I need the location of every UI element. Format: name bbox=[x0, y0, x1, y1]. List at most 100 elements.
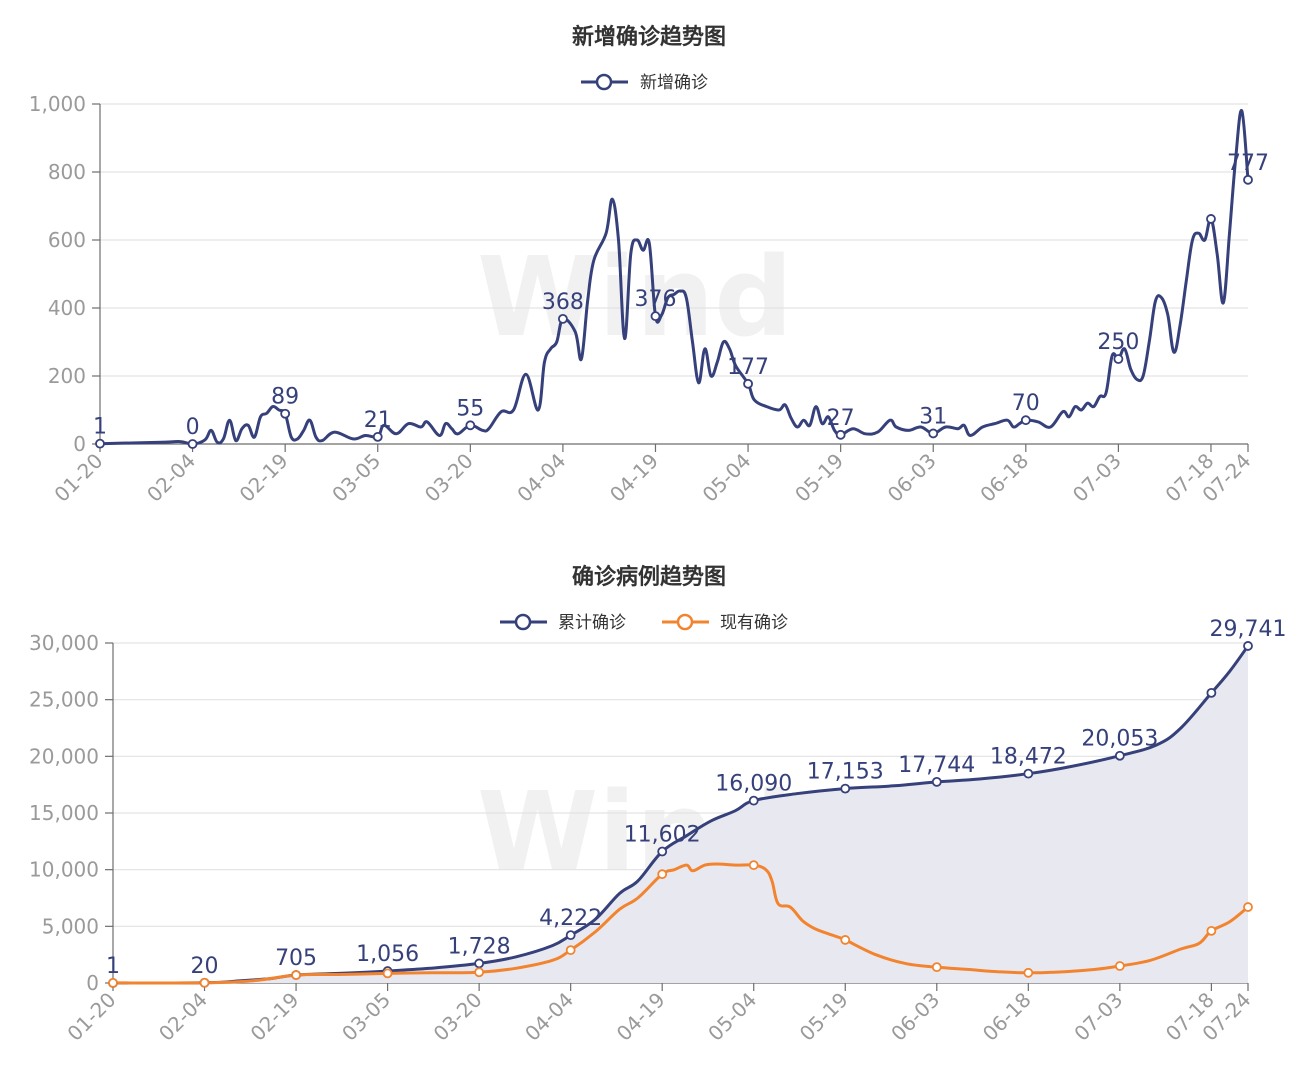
x-tick-label: 06-03 bbox=[886, 988, 944, 1046]
data-point[interactable] bbox=[1020, 415, 1031, 426]
data-label: 89 bbox=[271, 385, 299, 410]
legend-label-cumulative: 累计确诊 bbox=[558, 613, 626, 633]
legend-marker-cumulative bbox=[514, 613, 532, 631]
legend-label-current: 现有确诊 bbox=[720, 613, 788, 633]
data-label: 29,741 bbox=[1210, 617, 1287, 642]
data-point[interactable] bbox=[840, 935, 851, 945]
legend-marker-daily bbox=[595, 73, 613, 91]
data-point[interactable] bbox=[928, 428, 939, 439]
x-tick-label: 04-04 bbox=[512, 449, 570, 507]
data-label: 1,056 bbox=[356, 942, 419, 967]
data-label: 16,090 bbox=[715, 772, 792, 797]
y-tick-label: 200 bbox=[48, 364, 86, 388]
x-tick-label: 03-20 bbox=[420, 449, 478, 507]
data-point[interactable] bbox=[931, 777, 942, 787]
data-point[interactable] bbox=[558, 313, 568, 324]
data-point[interactable] bbox=[1114, 750, 1125, 761]
data-point[interactable] bbox=[1243, 174, 1253, 185]
x-tick-label: 04-19 bbox=[612, 988, 670, 1046]
data-point[interactable] bbox=[657, 846, 668, 857]
data-point[interactable] bbox=[187, 439, 198, 449]
data-point[interactable] bbox=[372, 431, 383, 442]
data-label: 21 bbox=[364, 408, 392, 433]
x-tick-label: 02-04 bbox=[142, 449, 200, 507]
data-point[interactable] bbox=[465, 420, 476, 431]
data-point[interactable] bbox=[835, 429, 846, 440]
chart2-title: 确诊病例趋势图 bbox=[572, 564, 726, 590]
chart1-title: 新增确诊趋势图 bbox=[572, 24, 726, 50]
data-point[interactable] bbox=[1243, 641, 1253, 651]
data-point[interactable] bbox=[840, 783, 851, 794]
chart1-x-axis: 01-20 02-04 02-19 03-05 03-20 04-04 04-19 05-04… bbox=[49, 443, 1256, 507]
data-label: 1 bbox=[93, 415, 107, 440]
chart2-series bbox=[108, 641, 1253, 988]
x-tick-label: 05-19 bbox=[795, 988, 853, 1046]
legend-label-daily: 新增确诊 bbox=[640, 73, 708, 93]
x-tick-label: 06-18 bbox=[975, 449, 1033, 507]
data-point[interactable] bbox=[1243, 902, 1253, 912]
data-point[interactable] bbox=[280, 408, 291, 419]
data-label: 1,728 bbox=[448, 934, 511, 959]
y-tick-label: 10,000 bbox=[29, 858, 99, 882]
chart2-y-axis: 0 5,000 10,000 15,000 20,000 25,000 30,000 bbox=[29, 631, 114, 995]
chart2-x-axis: 01-20 02-04 02-19 03-05 03-20 04-04 04-19 05-04… bbox=[62, 982, 1256, 1046]
data-label: 1 bbox=[106, 954, 120, 979]
y-tick-label: 0 bbox=[73, 432, 86, 456]
data-label: 4,222 bbox=[539, 906, 602, 931]
chart1-legend[interactable]: 新增确诊 bbox=[581, 73, 708, 93]
data-label: 17,744 bbox=[898, 753, 975, 778]
x-tick-label: 01-20 bbox=[49, 449, 107, 507]
data-point[interactable] bbox=[108, 977, 118, 988]
data-point[interactable] bbox=[95, 438, 105, 449]
data-point[interactable] bbox=[657, 869, 668, 880]
data-point[interactable] bbox=[474, 967, 485, 978]
y-tick-label: 400 bbox=[48, 296, 86, 320]
chart1-y-axis: 0 200 400 600 800 1,000 bbox=[29, 92, 101, 456]
y-tick-label: 600 bbox=[48, 228, 86, 252]
data-point[interactable] bbox=[1023, 768, 1034, 779]
x-tick-label: 04-04 bbox=[520, 988, 578, 1046]
data-point[interactable] bbox=[1023, 967, 1034, 978]
data-label: 705 bbox=[275, 946, 317, 971]
data-point[interactable] bbox=[565, 930, 576, 941]
data-point[interactable] bbox=[474, 958, 485, 969]
data-label: 18,472 bbox=[990, 745, 1067, 770]
y-tick-label: 800 bbox=[48, 160, 86, 184]
data-point[interactable] bbox=[650, 311, 661, 322]
data-label: 0 bbox=[186, 415, 200, 440]
data-point[interactable] bbox=[1206, 214, 1216, 224]
y-tick-label: 15,000 bbox=[29, 801, 99, 825]
x-tick-label: 05-19 bbox=[790, 449, 848, 507]
data-point[interactable] bbox=[1206, 925, 1217, 936]
x-tick-label: 05-04 bbox=[698, 449, 756, 507]
data-point[interactable] bbox=[1206, 687, 1217, 698]
chart2-legend[interactable]: 累计确诊 现有确诊 bbox=[500, 613, 788, 633]
y-tick-label: 30,000 bbox=[29, 631, 99, 655]
data-point[interactable] bbox=[291, 970, 301, 980]
x-tick-label: 02-19 bbox=[246, 988, 304, 1046]
data-point[interactable] bbox=[565, 945, 576, 956]
data-point[interactable] bbox=[931, 962, 942, 973]
y-tick-label: 20,000 bbox=[29, 744, 99, 768]
x-tick-label: 05-04 bbox=[703, 988, 761, 1046]
data-label: 777 bbox=[1227, 151, 1269, 176]
data-label: 368 bbox=[542, 290, 584, 315]
y-tick-label: 25,000 bbox=[29, 688, 99, 712]
data-point[interactable] bbox=[743, 378, 753, 389]
data-point[interactable] bbox=[1114, 961, 1125, 971]
legend-marker-current bbox=[676, 613, 694, 631]
data-label: 177 bbox=[727, 355, 769, 380]
data-point[interactable] bbox=[382, 968, 393, 979]
series-area-0 bbox=[113, 645, 1248, 984]
x-tick-label: 04-19 bbox=[605, 449, 663, 507]
x-tick-label: 06-18 bbox=[978, 988, 1036, 1046]
data-point[interactable] bbox=[1113, 354, 1124, 364]
data-label: 31 bbox=[919, 404, 947, 429]
data-point[interactable] bbox=[748, 860, 759, 871]
x-tick-label: 07-03 bbox=[1069, 988, 1127, 1046]
data-label: 250 bbox=[1097, 330, 1139, 355]
y-tick-label: 5,000 bbox=[42, 914, 99, 938]
data-point[interactable] bbox=[748, 795, 759, 806]
data-point[interactable] bbox=[199, 977, 210, 988]
